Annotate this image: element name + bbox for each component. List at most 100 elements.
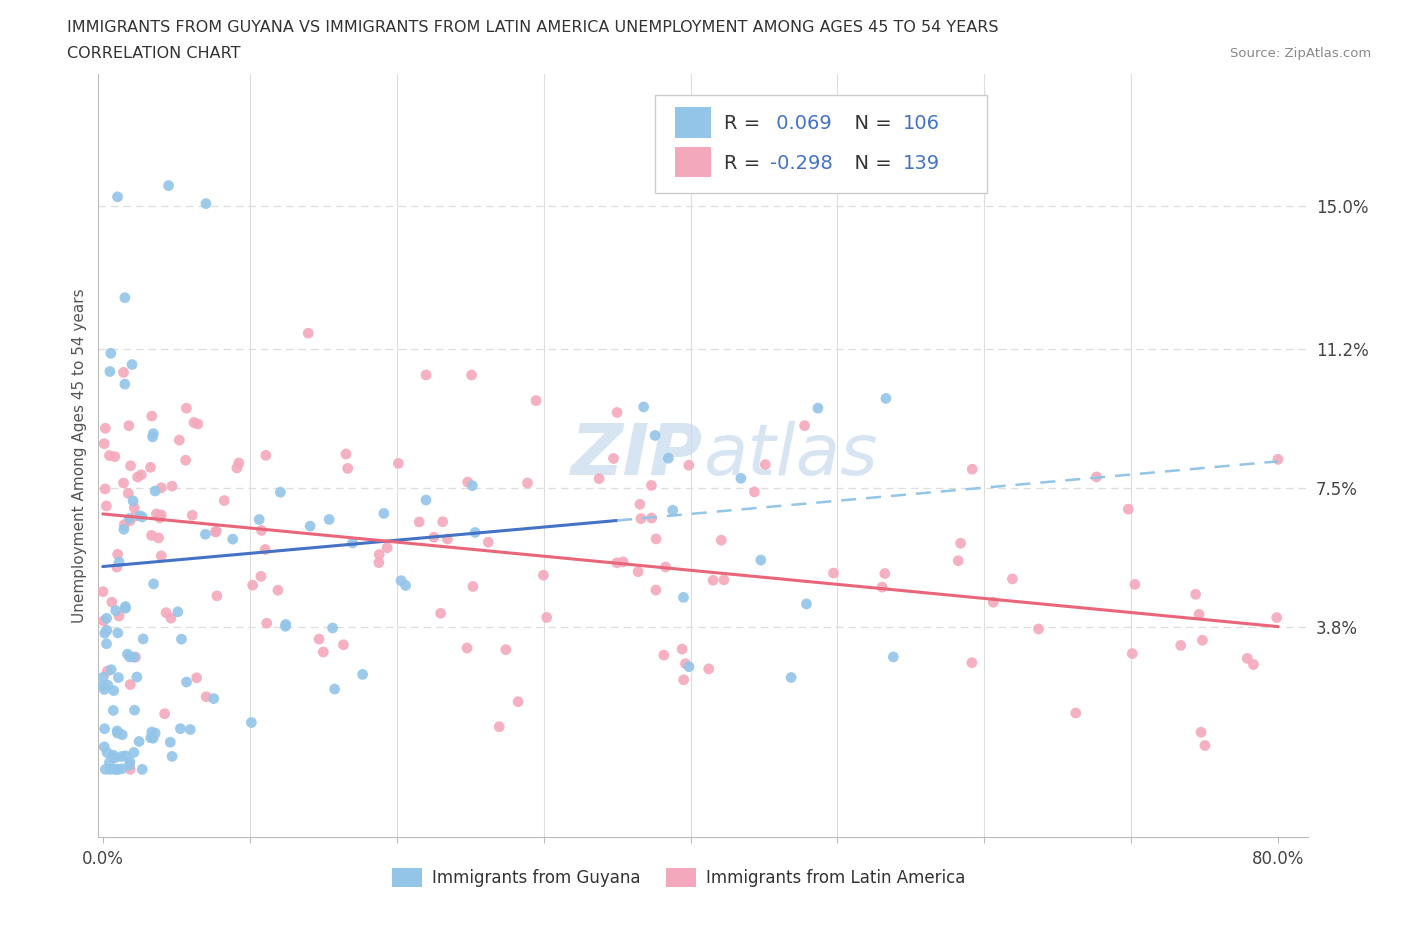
Point <box>96 664 118 679</box>
Point <box>322 620 344 635</box>
Point <box>394 578 416 593</box>
Point <box>415 493 437 508</box>
Point <box>1121 646 1143 661</box>
Point <box>228 456 250 471</box>
Point <box>104 603 127 618</box>
Point <box>1085 470 1108 485</box>
Text: N =: N = <box>842 114 898 134</box>
Point <box>114 599 136 614</box>
Point <box>336 461 359 476</box>
Point <box>94 626 117 641</box>
Point <box>1236 651 1258 666</box>
Point <box>114 749 136 764</box>
Text: 139: 139 <box>903 154 939 173</box>
Point <box>94 762 117 777</box>
Point <box>274 617 297 631</box>
Point <box>96 611 118 626</box>
Point <box>148 530 170 545</box>
Point <box>389 573 412 588</box>
Point <box>780 671 803 685</box>
Point <box>588 472 610 486</box>
Point <box>464 525 486 540</box>
Point <box>640 478 662 493</box>
Point <box>169 432 191 447</box>
Point <box>250 523 273 538</box>
Point <box>678 458 700 472</box>
Point <box>96 745 118 760</box>
Point <box>432 514 454 529</box>
Point <box>754 457 776 472</box>
Point <box>91 678 114 693</box>
Point <box>107 725 129 740</box>
Point <box>312 644 335 659</box>
Point <box>488 719 510 734</box>
Point <box>93 614 115 629</box>
Point <box>749 552 772 567</box>
Point <box>1189 724 1212 739</box>
Point <box>508 695 530 710</box>
Point <box>103 703 125 718</box>
Point <box>297 326 319 340</box>
Point <box>247 512 270 527</box>
Point <box>194 196 217 211</box>
Point <box>96 498 118 513</box>
Point <box>111 762 134 777</box>
Point <box>875 391 897 405</box>
Point <box>702 573 724 588</box>
Point <box>93 722 115 737</box>
Point <box>93 436 115 451</box>
Point <box>212 493 235 508</box>
Point <box>267 583 290 598</box>
Point <box>94 482 117 497</box>
Point <box>112 522 135 537</box>
Point <box>124 500 146 515</box>
Point <box>652 647 675 662</box>
Point <box>194 526 217 541</box>
Point <box>960 462 983 477</box>
Point <box>117 646 139 661</box>
Point <box>823 565 845 580</box>
Text: -0.298: -0.298 <box>769 154 832 173</box>
Point <box>675 657 697 671</box>
Point <box>122 494 145 509</box>
Point <box>524 393 547 408</box>
Point <box>124 509 146 524</box>
Point <box>141 408 163 423</box>
Point <box>183 415 205 430</box>
Point <box>1188 607 1211 622</box>
Point <box>1194 738 1216 753</box>
Point <box>882 649 904 664</box>
Point <box>150 549 173 564</box>
Point <box>112 475 135 490</box>
Point <box>730 471 752 485</box>
Point <box>375 540 398 555</box>
Point <box>139 730 162 745</box>
Bar <box>675 107 711 138</box>
Point <box>122 745 145 760</box>
Point <box>153 706 176 721</box>
Point <box>118 754 141 769</box>
Point <box>107 547 129 562</box>
Point <box>368 547 391 562</box>
Point <box>308 631 330 646</box>
Point <box>98 448 121 463</box>
Point <box>495 643 517 658</box>
Text: 0.069: 0.069 <box>769 114 831 134</box>
Point <box>960 656 983 671</box>
Point <box>807 401 830 416</box>
Point <box>744 485 766 499</box>
Point <box>120 513 142 528</box>
Point <box>627 565 650 579</box>
Point <box>111 727 134 742</box>
Point <box>415 367 437 382</box>
Point <box>170 631 193 646</box>
Point <box>114 290 136 305</box>
Text: 106: 106 <box>903 114 939 134</box>
Point <box>105 724 128 738</box>
Point <box>536 610 558 625</box>
Point <box>1243 658 1265 672</box>
Point <box>1001 571 1024 586</box>
Point <box>110 749 132 764</box>
Point <box>710 533 733 548</box>
Point <box>697 661 720 676</box>
